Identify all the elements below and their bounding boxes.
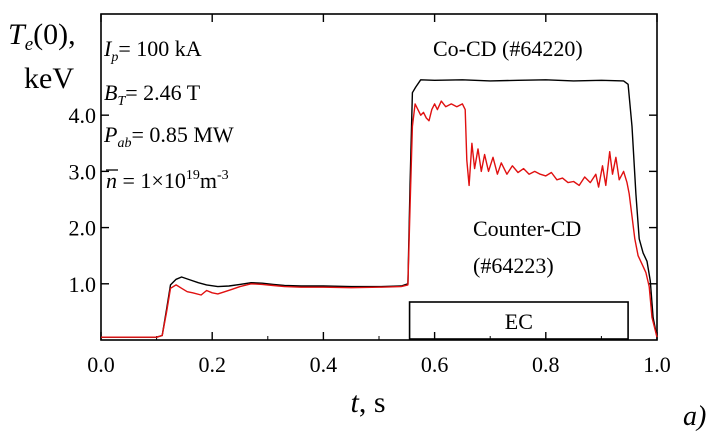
x-tick-label: 0.2 [198,352,226,377]
ip-sym: I [103,36,113,61]
x-tick-label: 0.8 [532,352,560,377]
n-exp: 19 [186,168,200,183]
panel-label: a) [683,401,706,432]
x-tick-label: 0.4 [310,352,338,377]
ec-window-box [408,301,629,340]
n-unit-exp: -3 [217,168,229,183]
x-tick-label: 1.0 [643,352,671,377]
pab-val: = 0.85 MW [131,122,233,147]
x-axis-label: t, s [350,386,385,419]
ip-sub: p [110,50,118,65]
y-axis-unit: keV [24,62,74,95]
density-annotation: n = 1×1019m-3 [106,168,229,193]
pab-sym: P [103,122,117,147]
y-tick-label: 2.0 [69,216,97,241]
x-label-var: t [350,386,359,419]
y-axis-label: Te(0), [8,18,76,55]
bt-sym: B [104,80,117,105]
y-label-sub: e [25,34,33,55]
legend-counter-cd-shot: (#64223) [473,253,554,278]
pab-annotation: Pab= 0.85 MW [103,122,234,151]
legend-co-cd: Co-CD (#64220) [433,36,583,61]
bt-sub: T [117,94,126,109]
y-label-var: T [8,18,27,51]
plot-frame-group: 0.0 0.2 0.4 0.6 0.8 1.0 1.0 2.0 3.0 4.0 [69,13,671,377]
bt-val: = 2.46 T [125,80,201,105]
y-tick-label: 4.0 [69,103,97,128]
n-unit: m [200,168,217,193]
ip-val: = 100 kA [118,36,201,61]
x-tick-label: 0.0 [87,352,115,377]
y-tick-label: 3.0 [69,159,97,184]
bt-annotation: BT= 2.46 T [104,80,201,109]
legend-counter-cd: Counter-CD [473,216,581,241]
ip-annotation: Ip= 100 kA [103,36,202,65]
series-group [101,79,658,338]
ec-label: EC [505,309,533,334]
y-label-after: (0), [33,18,75,51]
y-tick-label: 1.0 [69,272,97,297]
n-val: = 1×10 [117,168,186,193]
series-line-counter-cd [101,100,658,338]
series-line-co-cd [101,79,658,338]
x-label-unit: , s [359,386,386,419]
x-tick-label: 0.6 [421,352,449,377]
n-sym: n [106,168,117,193]
pab-sub: ab [117,136,131,151]
